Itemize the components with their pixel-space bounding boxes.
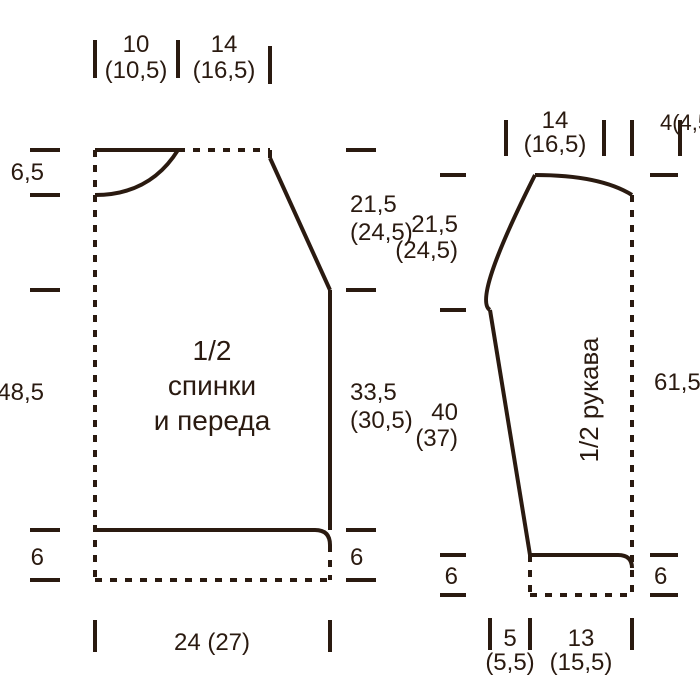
body-text: 10 (10,5) 14 (16,5) 6,5 48,5 6 21,5 (24,… bbox=[0, 31, 413, 656]
dim-top14b: (16,5) bbox=[193, 57, 256, 84]
sleeve-b13: 13 bbox=[568, 625, 595, 652]
dim-bottom24: 24 (27) bbox=[174, 629, 250, 656]
body-label2: спинки bbox=[168, 370, 256, 401]
sleeve-vlabel: 1/2 рукава bbox=[574, 337, 604, 462]
dim-left65: 6,5 bbox=[11, 159, 44, 186]
sleeve-left40b: (37) bbox=[415, 425, 458, 452]
sleeve-left40: 40 bbox=[431, 399, 458, 426]
sleeve-top14: 14 bbox=[542, 107, 569, 134]
sleeve-b5b: (5,5) bbox=[485, 649, 534, 676]
dim-left485: 48,5 bbox=[0, 379, 44, 406]
sleeve-right6: 6 bbox=[654, 563, 667, 590]
dim-top10: 10 bbox=[123, 31, 150, 58]
sleeve-b5: 5 bbox=[503, 625, 516, 652]
sleeve-top14b: (16,5) bbox=[524, 131, 587, 158]
dim-right335b: (30,5) bbox=[350, 407, 413, 434]
dim-right335: 33,5 bbox=[350, 379, 397, 406]
body-label1: 1/2 bbox=[193, 335, 232, 366]
sleeve-solid bbox=[486, 175, 632, 568]
dim-right215: 21,5 bbox=[350, 191, 397, 218]
dim-top14: 14 bbox=[211, 31, 238, 58]
sleeve-right615: 61,5 bbox=[654, 369, 700, 396]
dim-left6: 6 bbox=[31, 544, 44, 571]
dim-top10b: (10,5) bbox=[105, 57, 168, 84]
sleeve-b13b: (15,5) bbox=[550, 649, 613, 676]
sleeve-left215b: (24,5) bbox=[395, 237, 458, 264]
dim-right6: 6 bbox=[350, 544, 363, 571]
sleeve-dims bbox=[440, 120, 680, 650]
sleeve-top4: 4(4,5) bbox=[660, 110, 700, 135]
body-label3: и переда bbox=[154, 405, 271, 436]
sleeve-text: 14 (16,5) 4(4,5) 21,5 (24,5) 40 (37) 6 6… bbox=[395, 107, 700, 676]
sleeve-left215: 21,5 bbox=[411, 211, 458, 238]
sleeve-left6: 6 bbox=[445, 563, 458, 590]
